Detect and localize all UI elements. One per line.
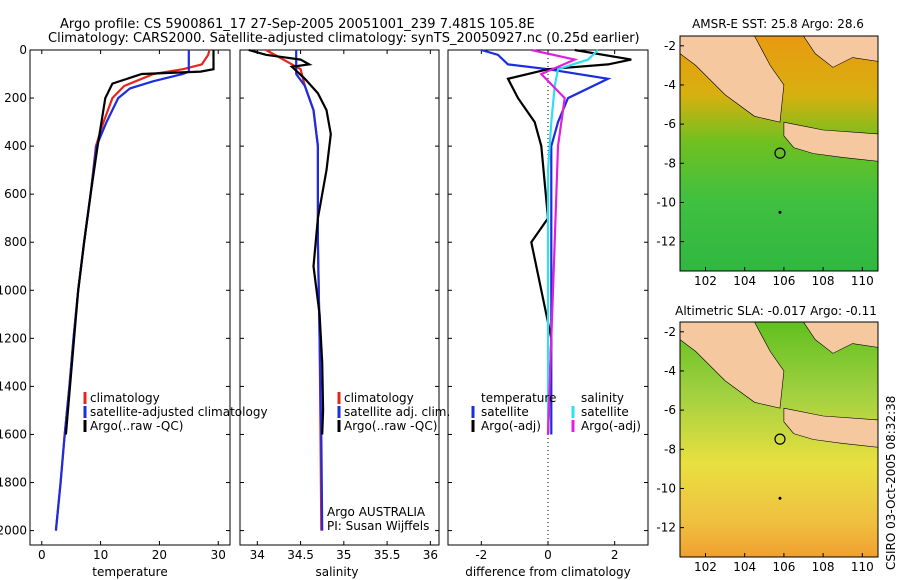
argo-profile-marker xyxy=(774,433,786,445)
x-axis-label-difference: difference from climatology xyxy=(465,565,631,579)
y-tick-label: 600 xyxy=(4,187,27,201)
java-land xyxy=(783,407,879,448)
y-tick-label: 1800 xyxy=(0,476,27,490)
sla-map: 102 104 106 108 110 -2 -4 -6 -8 -10 -12 xyxy=(656,321,879,574)
x-tick-label: 106 xyxy=(772,274,795,288)
y-tick-label: -4 xyxy=(664,364,676,378)
x-tick-label: 102 xyxy=(694,274,717,288)
difference-legend: temperature salinity satellite Argo(-adj… xyxy=(471,391,641,433)
x-tick-label: 35.5 xyxy=(374,548,401,562)
sst-map: 102 104 106 108 110 -2 -4 -6 -8 -10 -12 xyxy=(656,35,879,288)
sumatra-land xyxy=(679,321,785,409)
y-tick-label: 0 xyxy=(19,43,27,57)
y-tick-label: -2 xyxy=(664,325,676,339)
temperature-panel: 0 10 20 30 0 200 400 600 800 1000 1200 1400 1600 1800… xyxy=(0,43,230,562)
x-tick-label: 102 xyxy=(694,560,717,574)
y-tick-label: -8 xyxy=(664,156,676,170)
y-tick-label: -12 xyxy=(656,521,676,535)
x-tick-label: 104 xyxy=(733,274,756,288)
difference-panel: -2 0 2 xyxy=(448,48,648,562)
x-tick-label: 36 xyxy=(423,548,438,562)
credit-timestamp: CSIRO 03-Oct-2005 08:32:38 xyxy=(884,396,898,570)
sst-map-title: AMSR-E SST: 25.8 Argo: 28.6 xyxy=(692,17,864,31)
y-tick-label: -10 xyxy=(656,481,676,495)
salinity-panel: 34 34.5 35 35.5 36 xyxy=(240,48,439,562)
java-land xyxy=(783,121,879,162)
legend-item-temp-argo: Argo(-adj) xyxy=(481,419,541,433)
salinity-legend: climatology satellite adj. clim. Argo(..… xyxy=(327,391,450,533)
map-frame xyxy=(679,35,879,272)
legend-item-satellite-adjusted: satellite-adjusted climatology xyxy=(90,405,268,419)
y-tick-label: -4 xyxy=(664,78,676,92)
temperature-legend: climatology satellite-adjusted climatolo… xyxy=(83,391,268,433)
sla-map-title: Altimetric SLA: -0.017 Argo: -0.11 xyxy=(675,304,877,318)
y-tick-label: -12 xyxy=(656,235,676,249)
y-tick-label: -6 xyxy=(664,117,676,131)
sumatra-land xyxy=(679,35,785,123)
y-tick-label: 1000 xyxy=(0,283,27,297)
series-line xyxy=(546,49,599,435)
island-marker xyxy=(778,496,782,500)
x-tick-label: 35 xyxy=(336,548,351,562)
x-tick-label: 34.5 xyxy=(287,548,314,562)
legend-title-salinity: salinity xyxy=(581,391,624,405)
series-line xyxy=(54,50,190,531)
y-tick-label: 400 xyxy=(4,139,27,153)
legend-item-sal-argo: Argo(-adj) xyxy=(581,419,641,433)
series-line xyxy=(531,48,579,435)
legend-item-temp-satellite: satellite xyxy=(481,405,529,419)
x-tick-label: 10 xyxy=(93,548,108,562)
x-tick-label: 104 xyxy=(733,560,756,574)
y-tick-label: -6 xyxy=(664,403,676,417)
y-tick-label: 2000 xyxy=(0,524,27,538)
temperature-panel-frame xyxy=(29,49,231,546)
argo-profile-marker xyxy=(774,147,786,159)
x-axis-label-temperature: temperature xyxy=(92,565,167,579)
y-tick-label: 200 xyxy=(4,91,27,105)
series-line xyxy=(480,48,612,435)
legend-title-temperature: temperature xyxy=(481,391,556,405)
legend-item-argo: Argo(..raw -QC) xyxy=(344,419,437,433)
legend-item-climatology: climatology xyxy=(344,391,414,405)
legend-item-argo: Argo(..raw -QC) xyxy=(90,419,183,433)
x-tick-label: 2 xyxy=(611,548,619,562)
x-tick-label: 34 xyxy=(250,548,265,562)
x-tick-label: 0 xyxy=(544,548,552,562)
x-tick-label: 0 xyxy=(38,548,46,562)
series-line xyxy=(506,48,632,435)
plot-title-line2: Climatology: CARS2000. Satellite-adjuste… xyxy=(48,31,640,46)
legend-item-satellite-adj: satellite adj. clim. xyxy=(344,405,450,419)
x-tick-label: 108 xyxy=(812,274,835,288)
x-tick-label: 106 xyxy=(772,560,795,574)
legend-item-sal-satellite: satellite xyxy=(581,405,629,419)
annotation-pi-name: PI: Susan Wijffels xyxy=(327,519,429,533)
island-marker xyxy=(778,210,782,214)
x-tick-label: 30 xyxy=(211,548,226,562)
x-tick-label: 110 xyxy=(851,274,874,288)
plot-title-line1: Argo profile: CS 5900861_17 27-Sep-2005 … xyxy=(60,17,535,32)
map-frame xyxy=(679,321,879,558)
y-tick-label: -8 xyxy=(664,442,676,456)
y-tick-label: 1600 xyxy=(0,427,27,441)
x-tick-label: -2 xyxy=(475,548,487,562)
legend-item-climatology: climatology xyxy=(90,391,160,405)
annotation-argo-australia: Argo AUSTRALIA xyxy=(327,505,426,519)
x-axis-label-salinity: salinity xyxy=(315,565,358,579)
x-tick-label: 20 xyxy=(152,548,167,562)
y-tick-label: -10 xyxy=(656,195,676,209)
x-tick-label: 110 xyxy=(851,560,874,574)
y-tick-label: 800 xyxy=(4,235,27,249)
y-tick-label: -2 xyxy=(664,39,676,53)
series-line xyxy=(265,49,323,531)
y-tick-label: 1400 xyxy=(0,379,27,393)
y-tick-label: 1200 xyxy=(0,331,27,345)
x-tick-label: 108 xyxy=(812,560,835,574)
series-line xyxy=(64,50,215,435)
salinity-panel-frame xyxy=(239,49,440,546)
series-line xyxy=(295,50,324,531)
series-line xyxy=(248,48,332,435)
